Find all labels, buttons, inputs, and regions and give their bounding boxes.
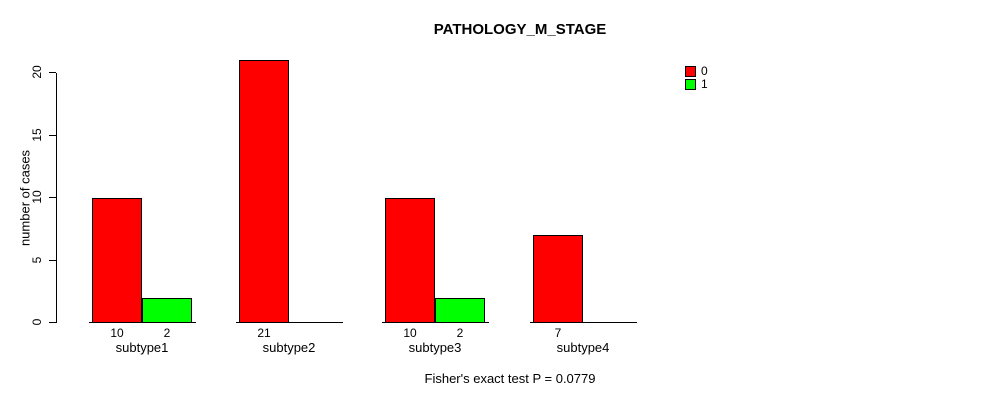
category-label-subtype4: subtype4 (556, 340, 610, 355)
chart-title: PATHOLOGY_M_STAGE (433, 21, 607, 38)
y-tick-label: 20 (30, 65, 44, 79)
legend-swatch (685, 66, 696, 77)
y-tick-label: 15 (30, 128, 44, 142)
y-tick-mark (49, 197, 56, 198)
y-tick-mark (49, 72, 56, 73)
category-label-subtype2: subtype2 (262, 340, 316, 355)
y-tick-mark (49, 322, 56, 323)
bar-subtype2-group0 (239, 60, 289, 323)
category-label-subtype1: subtype1 (115, 340, 169, 355)
legend-item-0: 0 (685, 64, 708, 78)
group-baseline (530, 322, 637, 323)
y-tick-mark (49, 135, 56, 136)
y-tick-label: 10 (30, 190, 44, 204)
bar-subtype1-group1 (142, 298, 192, 323)
y-tick-label: 5 (30, 256, 44, 264)
bar-count-label: 2 (456, 326, 464, 340)
bar-count-label: 10 (403, 326, 417, 340)
legend-item-1: 1 (685, 77, 708, 91)
bar-count-label: 2 (163, 326, 171, 340)
legend-label: 1 (701, 77, 708, 91)
y-tick-mark (49, 260, 56, 261)
bar-subtype3-group1 (435, 298, 485, 323)
legend-label: 0 (701, 64, 708, 78)
bar-subtype1-group0 (92, 198, 142, 323)
bar-subtype3-group0 (385, 198, 435, 323)
bar-count-label: 10 (110, 326, 124, 340)
bar-subtype4-group0 (533, 235, 583, 323)
legend-swatch (685, 79, 696, 90)
category-label-subtype3: subtype3 (408, 340, 462, 355)
y-axis-line (56, 73, 57, 323)
y-tick-label: 0 (30, 318, 44, 326)
group-baseline (236, 322, 343, 323)
bar-count-label: 7 (554, 326, 562, 340)
bar-count-label: 21 (257, 326, 271, 340)
fishers-test-annotation: Fisher's exact test P = 0.0779 (424, 371, 596, 386)
